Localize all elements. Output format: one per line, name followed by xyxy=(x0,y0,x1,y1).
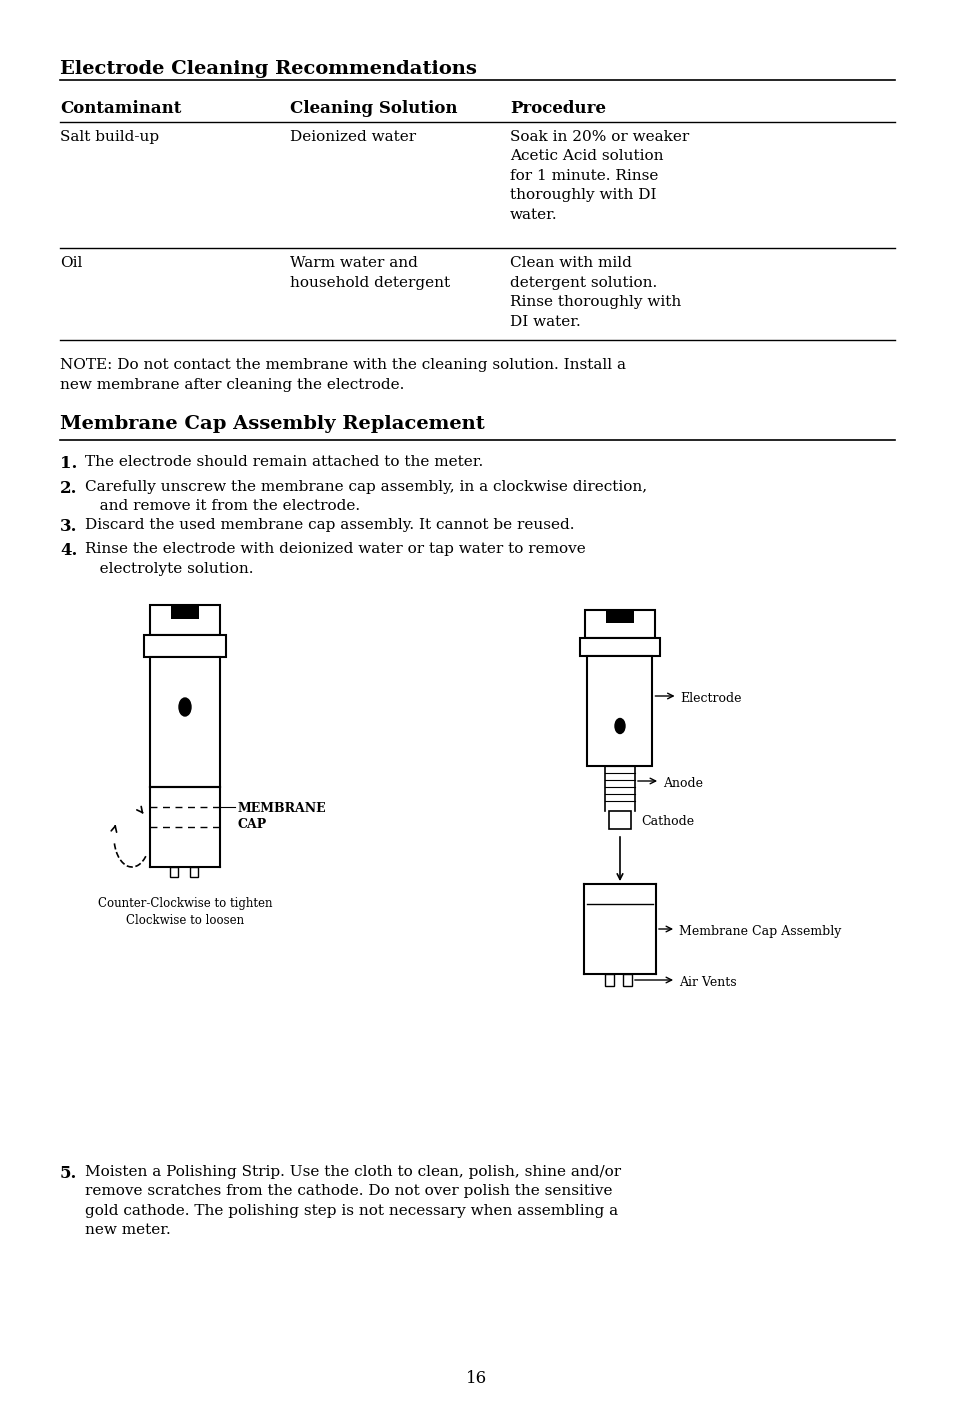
Text: Warm water and
household detergent: Warm water and household detergent xyxy=(290,256,450,290)
FancyBboxPatch shape xyxy=(150,657,220,787)
Text: Oil: Oil xyxy=(60,256,82,270)
Bar xyxy=(171,605,199,619)
Bar xyxy=(622,974,631,986)
Bar xyxy=(608,811,630,830)
Text: Clean with mild
detergent solution.
Rinse thoroughly with
DI water.: Clean with mild detergent solution. Rins… xyxy=(510,256,680,329)
Text: 3.: 3. xyxy=(60,517,77,536)
Text: 16: 16 xyxy=(466,1369,487,1386)
FancyBboxPatch shape xyxy=(579,638,659,657)
Text: Moisten a Polishing Strip. Use the cloth to clean, polish, shine and/or
remove s: Moisten a Polishing Strip. Use the cloth… xyxy=(85,1166,620,1237)
Text: NOTE: Do not contact the membrane with the cleaning solution. Install a
new memb: NOTE: Do not contact the membrane with t… xyxy=(60,359,625,391)
Text: Membrane Cap Assembly: Membrane Cap Assembly xyxy=(679,925,841,938)
Text: The electrode should remain attached to the meter.: The electrode should remain attached to … xyxy=(85,456,483,470)
Text: Counter-Clockwise to tighten
Clockwise to loosen: Counter-Clockwise to tighten Clockwise t… xyxy=(97,897,272,927)
Ellipse shape xyxy=(615,718,624,734)
Text: Electrode Cleaning Recommendations: Electrode Cleaning Recommendations xyxy=(60,60,476,77)
Text: 2.: 2. xyxy=(60,479,77,496)
Text: Procedure: Procedure xyxy=(510,100,605,117)
FancyBboxPatch shape xyxy=(144,636,226,657)
Text: Discard the used membrane cap assembly. It cannot be reused.: Discard the used membrane cap assembly. … xyxy=(85,517,574,531)
Text: 1.: 1. xyxy=(60,456,77,472)
Bar xyxy=(170,868,178,877)
FancyBboxPatch shape xyxy=(587,657,652,766)
Text: Air Vents: Air Vents xyxy=(679,976,736,988)
Text: Deionized water: Deionized water xyxy=(290,129,416,143)
Text: Soak in 20% or weaker
Acetic Acid solution
for 1 minute. Rinse
thoroughly with D: Soak in 20% or weaker Acetic Acid soluti… xyxy=(510,129,688,222)
Bar xyxy=(604,974,614,986)
Text: Salt build-up: Salt build-up xyxy=(60,129,159,143)
FancyBboxPatch shape xyxy=(150,605,220,636)
Text: Membrane Cap Assembly Replacement: Membrane Cap Assembly Replacement xyxy=(60,415,484,433)
Text: Carefully unscrew the membrane cap assembly, in a clockwise direction,
   and re: Carefully unscrew the membrane cap assem… xyxy=(85,479,646,513)
Text: Rinse the electrode with deionized water or tap water to remove
   electrolyte s: Rinse the electrode with deionized water… xyxy=(85,541,585,575)
FancyBboxPatch shape xyxy=(584,610,655,638)
Text: MEMBRANE
CAP: MEMBRANE CAP xyxy=(237,801,326,831)
Ellipse shape xyxy=(179,697,191,716)
Text: 5.: 5. xyxy=(60,1166,77,1182)
Text: Cathode: Cathode xyxy=(640,815,694,828)
Text: Electrode: Electrode xyxy=(679,692,741,704)
Bar xyxy=(190,868,198,877)
Text: Anode: Anode xyxy=(662,778,702,790)
Text: Cleaning Solution: Cleaning Solution xyxy=(290,100,457,117)
Text: Contaminant: Contaminant xyxy=(60,100,181,117)
Bar xyxy=(605,610,634,623)
Text: 4.: 4. xyxy=(60,541,77,560)
